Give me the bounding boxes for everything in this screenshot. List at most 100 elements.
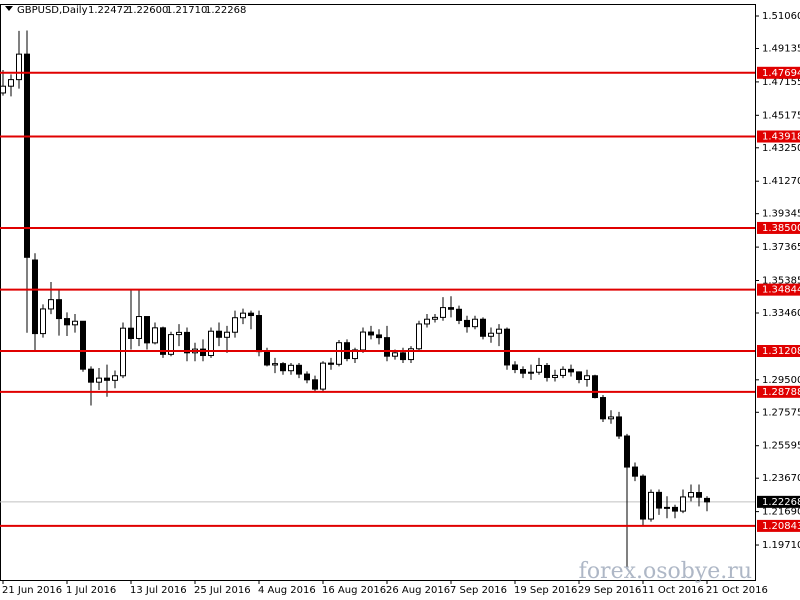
- x-tick-label: 11 Oct 2016: [642, 585, 704, 596]
- candle-body: [328, 362, 334, 365]
- candle-body: [96, 377, 102, 383]
- header-price: 1.22600: [127, 5, 168, 16]
- candle-body: [416, 323, 422, 350]
- candle-body: [504, 328, 510, 366]
- y-tick-label: 1.37365: [762, 242, 800, 253]
- x-tick-label: 26 Aug 2016: [386, 585, 450, 596]
- y-tick-label: 1.25595: [762, 441, 800, 452]
- candle-body: [24, 53, 30, 258]
- candle-body: [544, 364, 550, 378]
- candle-body: [472, 318, 478, 328]
- symbol: GBPUSD,Daily: [17, 5, 88, 16]
- candle-body: [72, 320, 78, 326]
- x-tick-label: 7 Sep 2016: [450, 585, 507, 596]
- candle-body: [0, 85, 6, 94]
- candle-body: [352, 349, 358, 360]
- level-label-box: [757, 66, 800, 79]
- candle-body: [632, 466, 638, 477]
- y-tick-label: 1.35385: [762, 276, 800, 287]
- level-label: 1.34844: [762, 285, 800, 296]
- candle-body: [384, 337, 390, 357]
- candle-body: [240, 312, 246, 319]
- candle-body: [296, 364, 302, 375]
- candle-body: [312, 379, 318, 390]
- x-tick-label: 21 Jun 2016: [2, 585, 62, 596]
- x-tick-label: 4 Aug 2016: [258, 585, 316, 596]
- y-tick-label: 1.49135: [762, 43, 800, 54]
- candle-body: [152, 327, 158, 344]
- candle-body: [656, 491, 662, 509]
- y-tick-label: 1.21690: [762, 507, 800, 518]
- level-label-box: [757, 221, 800, 234]
- y-tick-label: 1.47155: [762, 77, 800, 88]
- header-price: 1.21710: [166, 5, 207, 16]
- candle-body: [248, 312, 254, 317]
- candle-body: [512, 364, 518, 371]
- candle-body: [432, 316, 438, 320]
- candle-body: [448, 307, 454, 310]
- candle-body: [496, 328, 502, 334]
- candle-body: [112, 375, 118, 381]
- candle-body: [208, 330, 214, 357]
- candle-body: [256, 315, 262, 353]
- candle-body: [528, 371, 534, 374]
- last-price-box: [757, 495, 800, 508]
- menu-icon: [5, 6, 13, 11]
- candle-body: [160, 327, 166, 355]
- y-tick-label: 1.23670: [762, 473, 800, 484]
- candle-body: [688, 492, 694, 498]
- last-price-label: 1.22268: [762, 497, 800, 508]
- level-label-box: [757, 519, 800, 532]
- x-tick-label: 25 Jul 2016: [194, 585, 251, 596]
- candle-body: [520, 369, 526, 374]
- candle-body: [640, 475, 646, 520]
- x-tick-label: 19 Sep 2016: [514, 585, 577, 596]
- level-label-box: [757, 344, 800, 357]
- candle-body: [600, 397, 606, 420]
- level-label-box: [757, 283, 800, 296]
- x-tick-label: 21 Oct 2016: [706, 585, 768, 596]
- candle-body: [592, 375, 598, 399]
- x-tick-label: 16 Aug 2016: [322, 585, 386, 596]
- level-label: 1.20843: [762, 521, 800, 532]
- level-label: 1.38500: [762, 223, 800, 234]
- candle-body: [672, 506, 678, 512]
- candle-body: [376, 334, 382, 339]
- y-tick-label: 1.19710: [762, 540, 800, 551]
- candle-body: [336, 342, 342, 365]
- candle-body: [368, 331, 374, 336]
- level-label: 1.47694: [762, 68, 800, 79]
- candle-body: [648, 491, 654, 520]
- plot-frame: [0, 4, 756, 581]
- candle-body: [144, 316, 150, 344]
- candle-body: [400, 352, 406, 361]
- candle-body: [104, 377, 110, 381]
- candle-body: [704, 497, 710, 503]
- candle-body: [536, 364, 542, 373]
- candle-body: [288, 364, 294, 372]
- candle-body: [216, 330, 222, 338]
- candle-body: [320, 362, 326, 390]
- level-label-box: [757, 130, 800, 143]
- candle-body: [664, 506, 670, 509]
- candle-body: [88, 368, 94, 383]
- candle-body: [280, 363, 286, 372]
- candle-body: [680, 496, 686, 512]
- candle-body: [232, 317, 238, 333]
- header-price: 1.22472: [88, 5, 129, 16]
- y-tick-label: 1.39345: [762, 209, 800, 220]
- y-tick-label: 1.43250: [762, 143, 800, 154]
- y-tick-label: 1.45175: [762, 110, 800, 121]
- candle-body: [80, 320, 86, 370]
- candle-body: [168, 334, 174, 355]
- candle-body: [176, 331, 182, 336]
- candle-body: [40, 308, 46, 335]
- candle-body: [8, 79, 14, 87]
- candle-body: [568, 368, 574, 373]
- level-label: 1.31208: [762, 346, 800, 357]
- candle-body: [488, 332, 494, 337]
- level-label: 1.28788: [762, 387, 800, 398]
- candle-body: [480, 318, 486, 337]
- y-tick-label: 1.33460: [762, 308, 800, 319]
- level-label-box: [757, 385, 800, 398]
